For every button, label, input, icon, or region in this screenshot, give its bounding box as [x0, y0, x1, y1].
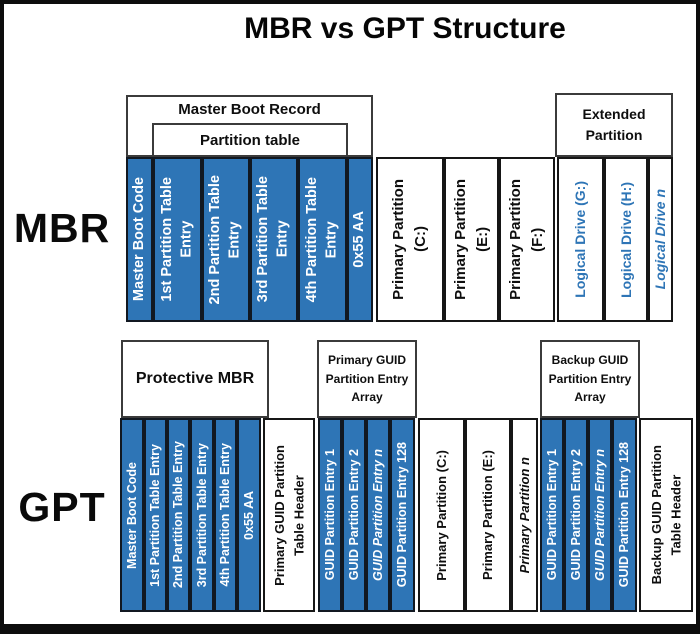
cell-label: GUID Partition Entry 128 [395, 442, 410, 588]
mbr-cell-4th-partition-table-entry: 4th Partition Table Entry [298, 157, 347, 322]
cell-label: Primary Partition n [516, 456, 532, 574]
mbr-cell-primary-partition-c: Primary Partition (C:) [376, 157, 444, 322]
gpt-cell-backup-guid-partition-entry-n: GUID Partition Entry n [588, 418, 612, 612]
protective-mbr-label: Protective MBR [135, 370, 255, 387]
cell-label: 0x55 AA [351, 211, 368, 268]
cell-label: Backup GUID Partition Table Header [648, 445, 684, 585]
gpt-cell-backup-guid-partition-entry-128: GUID Partition Entry 128 [612, 418, 637, 612]
cell-label: GUID Partition Entry 2 [568, 449, 583, 581]
cell-label: 2nd Partition Table Entry [207, 174, 243, 305]
mbr-row-label: MBR [13, 205, 111, 251]
cell-label: Primary GUID Partition Table Header [271, 444, 307, 586]
gpt-cell-primary-guid-partition-entry-128: GUID Partition Entry 128 [390, 418, 415, 612]
gpt-cell-primary-partition-e: Primary Partition (E:) [465, 418, 511, 612]
cell-label: Primary Partition (E:) [480, 449, 496, 581]
cell-label: 1st Partition Table Entry [158, 177, 195, 302]
cell-label: 2nd Partition Table Entry [171, 441, 186, 589]
cell-label: Primary Partition (E:) [451, 179, 491, 300]
master-boot-record-label: Master Boot Record [178, 101, 321, 118]
gpt-cell-2nd-partition-table-entry: 2nd Partition Table Entry [167, 418, 190, 612]
cell-label: 0x55 AA [241, 490, 256, 540]
gpt-cell-primary-guid-partition-entry-1: GUID Partition Entry 1 [318, 418, 342, 612]
cell-label: Master Boot Code [130, 177, 147, 302]
mbr-cell-0x55aa: 0x55 AA [347, 157, 373, 322]
cell-label: Logical Drive (H:) [617, 181, 634, 298]
gpt-cell-0x55aa: 0x55 AA [237, 418, 261, 612]
diagram-title: MBR vs GPT Structure [244, 12, 566, 45]
cell-label: Primary Partition (C:) [433, 449, 449, 581]
partition-table-label: Partition table [199, 131, 300, 149]
cell-label: 4th Partition Table Entry [303, 176, 340, 303]
mbr-cell-primary-partition-e: Primary Partition (E:) [444, 157, 499, 322]
gpt-cell-4th-partition-table-entry: 4th Partition Table Entry [214, 418, 237, 612]
primary-guid-array-box: Primary GUID Partition Entry Array [317, 340, 417, 418]
gpt-cell-1st-partition-table-entry: 1st Partition Table Entry [144, 418, 167, 612]
gpt-cell-primary-guid-partition-entry-2: GUID Partition Entry 2 [342, 418, 366, 612]
cell-label: GUID Partition Entry 2 [346, 449, 361, 581]
mbr-cell-3rd-partition-table-entry: 3rd Partition Table Entry [250, 157, 298, 322]
gpt-cell-3rd-partition-table-entry: 3rd Partition Table Entry [190, 418, 214, 612]
cell-label: Logical Drive n [652, 189, 669, 290]
cell-label: 3rd Partition Table Entry [194, 442, 209, 588]
gpt-cell-primary-guid-partition-entry-n: GUID Partition Entry n [366, 418, 390, 612]
mbr-cell-logical-drive-h: Logical Drive (H:) [604, 157, 648, 322]
cell-label: 4th Partition Table Entry [218, 443, 233, 587]
gpt-cell-master-boot-code: Master Boot Code [120, 418, 144, 612]
primary-guid-array-label: Primary GUID Partition Entry Array [325, 353, 409, 405]
cell-label: 1st Partition Table Entry [148, 443, 163, 587]
mbr-cell-master-boot-code: Master Boot Code [126, 157, 153, 322]
protective-mbr-box: Protective MBR [121, 340, 269, 418]
gpt-cell-backup-guid-partition-entry-2: GUID Partition Entry 2 [564, 418, 588, 612]
cell-label: GUID Partition Entry n [370, 449, 385, 581]
mbr-cell-logical-drive-g: Logical Drive (G:) [557, 157, 604, 322]
cell-label: Primary Partition (C:) [390, 179, 429, 300]
extended-partition-label: Extended Partition [582, 106, 646, 143]
mbr-cell-primary-partition-f: Primary Partition (F:) [499, 157, 555, 322]
mbr-cell-logical-drive-n: Logical Drive n [648, 157, 673, 322]
backup-guid-array-label: Backup GUID Partition Entry Array [548, 353, 632, 405]
mbr-cell-1st-partition-table-entry: 1st Partition Table Entry [153, 157, 202, 322]
cell-label: Master Boot Code [124, 461, 139, 569]
gpt-cell-primary-partition-n: Primary Partition n [511, 418, 538, 612]
gpt-cell-backup-guid-partition-entry-1: GUID Partition Entry 1 [540, 418, 564, 612]
partition-table-box: Partition table [152, 123, 348, 157]
cell-label: GUID Partition Entry 1 [322, 449, 337, 581]
gpt-cell-backup-guid-partition-table-header: Backup GUID Partition Table Header [639, 418, 693, 612]
extended-partition-box: Extended Partition [555, 93, 673, 157]
cell-label: Primary Partition (F:) [507, 179, 546, 300]
mbr-cell-2nd-partition-table-entry: 2nd Partition Table Entry [202, 157, 250, 322]
backup-guid-array-box: Backup GUID Partition Entry Array [540, 340, 640, 418]
cell-label: 3rd Partition Table Entry [255, 176, 291, 303]
gpt-row-label: GPT [18, 484, 106, 530]
cell-label: GUID Partition Entry 128 [617, 442, 632, 588]
cell-label: GUID Partition Entry n [592, 449, 607, 581]
cell-label: GUID Partition Entry 1 [544, 449, 559, 581]
gpt-cell-primary-partition-c: Primary Partition (C:) [418, 418, 465, 612]
gpt-cell-primary-guid-partition-table-header: Primary GUID Partition Table Header [263, 418, 315, 612]
cell-label: Logical Drive (G:) [572, 181, 589, 298]
